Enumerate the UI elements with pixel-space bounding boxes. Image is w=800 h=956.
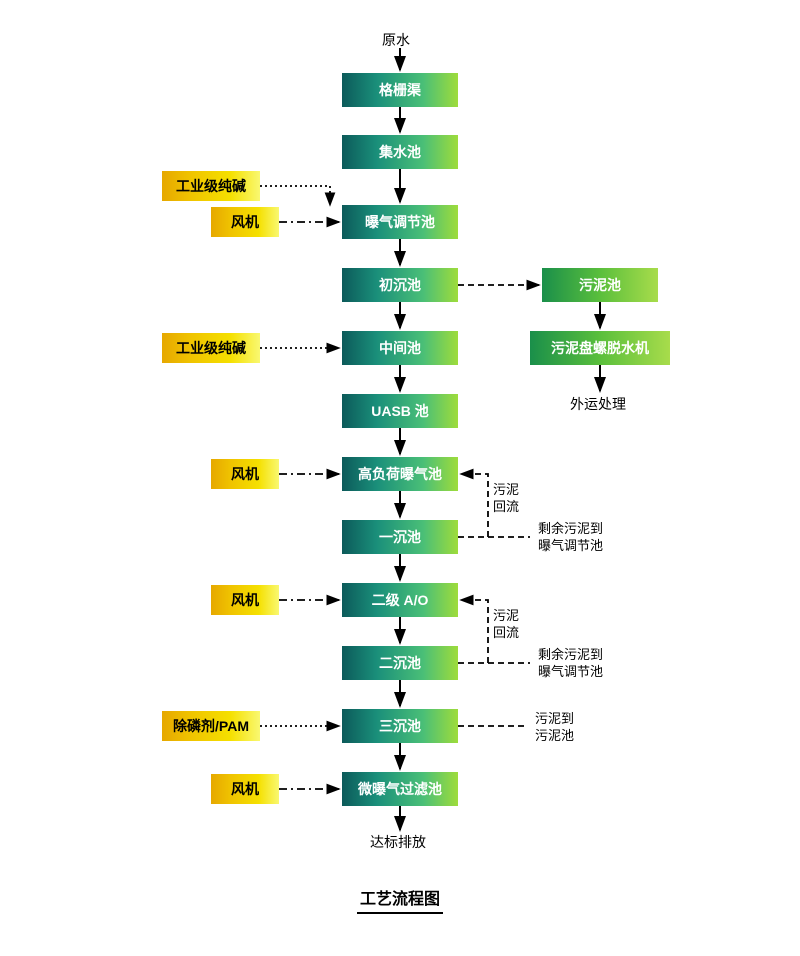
- side-soda-1: 工业级纯碱: [162, 171, 260, 201]
- flowchart-title: 工艺流程图: [357, 885, 443, 914]
- raw-water-label: 原水: [382, 30, 410, 50]
- sludge-out-label: 外运处理: [570, 394, 626, 414]
- side-fan-3: 风机: [211, 585, 279, 615]
- node-sludge-dewater: 污泥盘螺脱水机: [530, 331, 670, 365]
- node-collection-tank: 集水池: [342, 135, 458, 169]
- node-first-sediment: 一沉池: [342, 520, 458, 554]
- node-intermediate-tank: 中间池: [342, 331, 458, 365]
- side-fan-2: 风机: [211, 459, 279, 489]
- recycle-2-label: 污泥 回流: [493, 608, 519, 642]
- node-high-load-aeration: 高负荷曝气池: [342, 457, 458, 491]
- node-uasb: UASB 池: [342, 394, 458, 428]
- node-second-ao: 二级 A/O: [342, 583, 458, 617]
- side-fan-4: 风机: [211, 774, 279, 804]
- remain-2-label: 剩余污泥到 曝气调节池: [538, 647, 603, 681]
- node-micro-aeration-filter: 微曝气过滤池: [342, 772, 458, 806]
- node-third-sediment: 三沉池: [342, 709, 458, 743]
- side-soda-2: 工业级纯碱: [162, 333, 260, 363]
- remain-1-label: 剩余污泥到 曝气调节池: [538, 521, 603, 555]
- node-second-sediment: 二沉池: [342, 646, 458, 680]
- node-primary-sediment: 初沉池: [342, 268, 458, 302]
- node-aeration-regulating: 曝气调节池: [342, 205, 458, 239]
- side-pam: 除磷剂/PAM: [162, 711, 260, 741]
- node-sludge-tank: 污泥池: [542, 268, 658, 302]
- flowchart-canvas: 原水 格栅渠 集水池 曝气调节池 初沉池 中间池 UASB 池 高负荷曝气池 一…: [0, 0, 800, 956]
- side-fan-1: 风机: [211, 207, 279, 237]
- discharge-label: 达标排放: [370, 832, 426, 852]
- sludge-to-tank-label: 污泥到 污泥池: [535, 711, 574, 745]
- recycle-1-label: 污泥 回流: [493, 482, 519, 516]
- node-grid-channel: 格栅渠: [342, 73, 458, 107]
